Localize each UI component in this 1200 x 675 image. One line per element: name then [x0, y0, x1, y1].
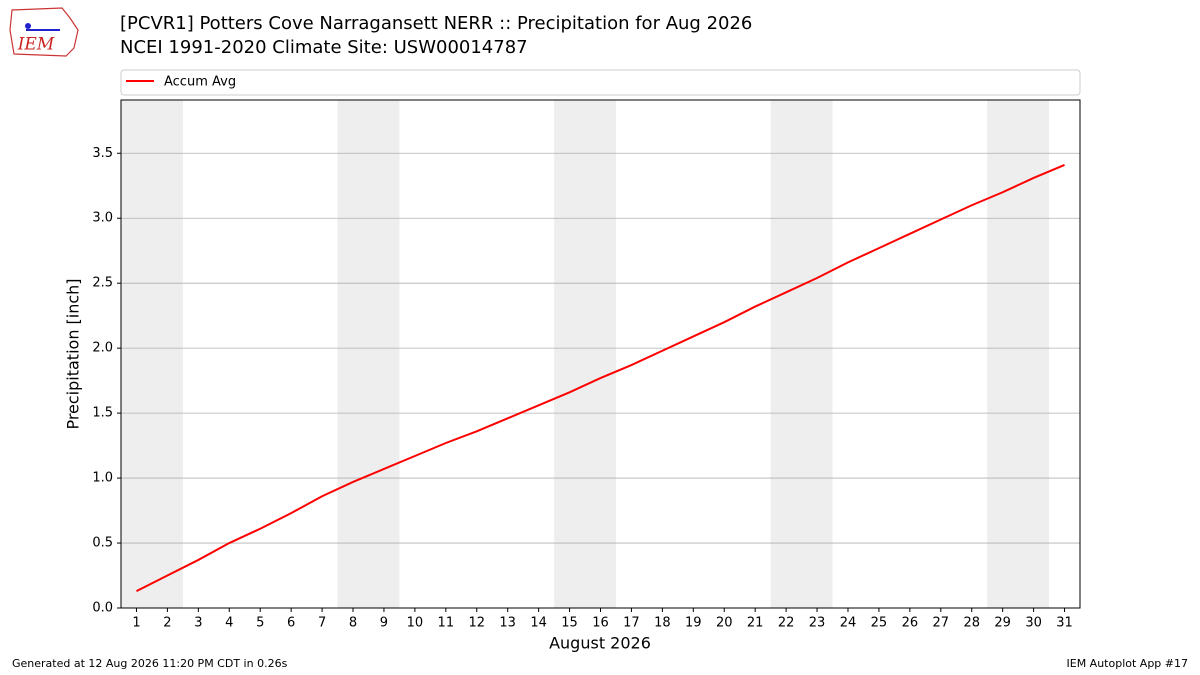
- x-tick-label: 23: [809, 616, 826, 631]
- x-tick-label: 28: [963, 616, 980, 631]
- x-tick-label: 18: [654, 616, 671, 631]
- x-tick-label: 11: [438, 616, 455, 631]
- x-tick-label: 30: [1025, 616, 1042, 631]
- x-tick-label: 29: [994, 616, 1011, 631]
- weekend-shade: [337, 100, 369, 608]
- x-tick-label: 6: [287, 616, 295, 631]
- x-tick-label: 15: [561, 616, 578, 631]
- x-tick-label: 20: [716, 616, 733, 631]
- x-tick-label: 14: [530, 616, 547, 631]
- x-tick-label: 8: [349, 616, 357, 631]
- weekend-shade: [151, 100, 183, 608]
- x-tick-label: 13: [499, 616, 516, 631]
- y-tick-label: 0.5: [92, 536, 113, 551]
- x-tick-label: 2: [163, 616, 171, 631]
- footer-left: Generated at 12 Aug 2026 11:20 PM CDT in…: [12, 657, 288, 670]
- y-tick-label: 2.0: [92, 341, 113, 356]
- x-tick-label: 27: [933, 616, 950, 631]
- y-tick-label: 1.0: [92, 471, 113, 486]
- x-tick-label: 26: [902, 616, 919, 631]
- x-tick-label: 12: [468, 616, 485, 631]
- x-tick-label: 19: [685, 616, 702, 631]
- legend-box: [120, 69, 1081, 96]
- x-tick-label: 25: [871, 616, 888, 631]
- x-tick-label: 3: [194, 616, 202, 631]
- x-axis-label: August 2026: [549, 634, 651, 653]
- logo: IEM: [9, 7, 79, 57]
- weekend-shade: [121, 100, 152, 608]
- chart-title: [PCVR1] Potters Cove Narragansett NERR :…: [120, 13, 752, 34]
- plot-frame: [120, 99, 1081, 609]
- chart-subtitle: NCEI 1991-2020 Climate Site: USW00014787: [120, 37, 528, 58]
- logo-outline: [9, 7, 79, 57]
- logo-text: IEM: [17, 35, 55, 55]
- weekend-shade: [368, 100, 400, 608]
- legend-label: Accum Avg: [164, 75, 236, 90]
- x-tick-label: 1: [132, 616, 140, 631]
- footer-right: IEM Autoplot App #17: [1067, 657, 1189, 670]
- y-tick-label: 0.0: [92, 601, 113, 616]
- weekend-shade: [801, 100, 833, 608]
- data-line: [136, 164, 1065, 593]
- y-tick-label: 2.5: [92, 276, 113, 291]
- x-tick-label: 16: [592, 616, 609, 631]
- x-tick-label: 24: [840, 616, 857, 631]
- logo-dot: [25, 23, 31, 29]
- y-tick-label: 3.0: [92, 211, 113, 226]
- y-tick-label: 1.5: [92, 406, 113, 421]
- weekend-shade: [585, 100, 616, 608]
- x-tick-label: 21: [747, 616, 764, 631]
- x-tick-label: 22: [778, 616, 795, 631]
- x-tick-label: 31: [1056, 616, 1073, 631]
- x-tick-label: 17: [623, 616, 640, 631]
- plot-area: 0.00.51.01.52.02.53.03.51 2 3 4 5 6 7 8 9 10 11 12 1…: [92, 99, 1081, 631]
- x-tick-label: 5: [256, 616, 264, 631]
- x-tick-label: 4: [225, 616, 233, 631]
- weekend-shade: [770, 100, 802, 608]
- y-tick-label: 3.5: [92, 146, 113, 161]
- x-tick-label: 7: [318, 616, 326, 631]
- weekend-shade: [1018, 100, 1050, 608]
- weekend-shade: [987, 100, 1019, 608]
- x-tick-label: 10: [407, 616, 424, 631]
- x-tick-label: 9: [380, 616, 388, 631]
- weekend-shade: [554, 100, 586, 608]
- y-axis-label: Precipitation [inch]: [64, 278, 83, 429]
